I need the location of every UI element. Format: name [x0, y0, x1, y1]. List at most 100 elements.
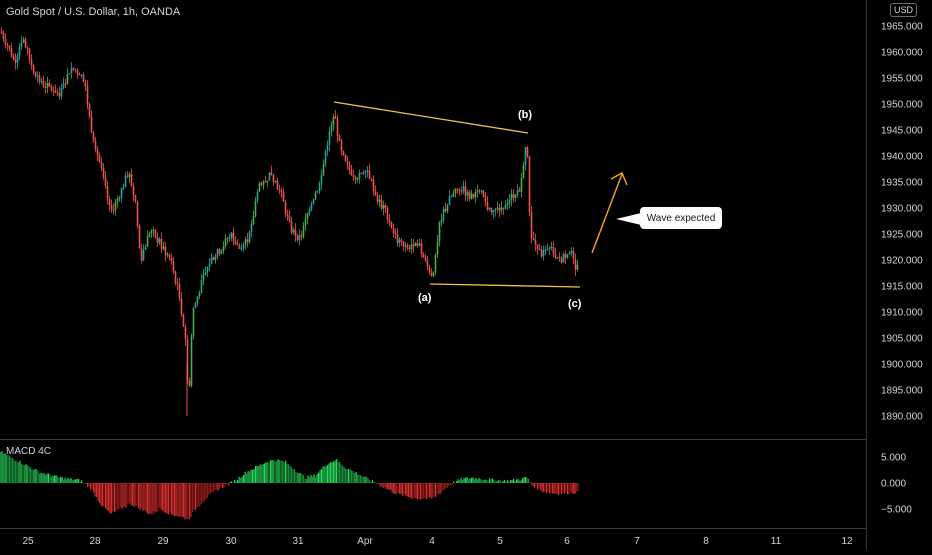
candle	[142, 244, 145, 262]
macd-bar	[502, 480, 504, 483]
wave-label-a[interactable]: (a)	[418, 292, 432, 304]
projection-arrow[interactable]	[591, 173, 623, 254]
candle	[508, 193, 511, 209]
candle	[478, 188, 481, 195]
macd-bar	[433, 483, 435, 497]
macd-bar	[568, 483, 570, 495]
macd-bar	[216, 483, 218, 490]
macd-bar	[39, 473, 41, 483]
wave-label-c[interactable]: (c)	[568, 298, 582, 310]
candle	[216, 248, 219, 260]
candle	[110, 199, 113, 213]
macd-bar	[285, 460, 287, 483]
time-tick-label: 8	[703, 536, 709, 547]
price-axis[interactable]: 1965.000 1960.000 1955.000 1950.000 1945.000…	[881, 22, 923, 423]
macd-bar	[529, 482, 531, 483]
candle	[528, 156, 531, 217]
macd-bar	[481, 479, 483, 483]
candle	[210, 252, 213, 265]
macd-bar	[357, 474, 359, 483]
macd-bar	[84, 483, 86, 484]
macd-bar	[532, 483, 534, 487]
candle	[378, 194, 381, 208]
macd-bar	[133, 483, 135, 507]
wave-label-b[interactable]: (b)	[518, 109, 533, 121]
candle	[266, 180, 269, 188]
currency-badge[interactable]: USD	[890, 3, 918, 17]
macd-bar	[256, 465, 258, 483]
candle	[438, 221, 441, 247]
candle	[300, 230, 303, 241]
candle	[486, 195, 489, 212]
candle	[198, 290, 201, 300]
macd-bar	[382, 483, 384, 488]
macd-bar	[522, 478, 524, 483]
macd-bar	[307, 475, 309, 483]
macd-bar	[535, 483, 537, 486]
candle	[80, 74, 83, 79]
macd-bar	[157, 483, 159, 512]
candle	[568, 251, 571, 255]
wave-expected-callout[interactable]: Wave expected	[640, 207, 722, 229]
macd-bar	[298, 472, 300, 483]
candle	[160, 232, 163, 253]
candle	[368, 163, 371, 180]
macd-bar	[303, 475, 305, 483]
candle	[516, 183, 519, 198]
macd-bar	[151, 483, 153, 514]
macd-bar	[331, 462, 333, 483]
candle	[130, 168, 133, 188]
candle	[424, 254, 427, 263]
candle	[280, 187, 283, 199]
candle	[394, 228, 397, 240]
macd-bar	[282, 460, 284, 483]
macd-bar	[241, 476, 243, 483]
macd-bar	[429, 483, 431, 498]
macd-bar	[469, 478, 471, 483]
candle	[410, 238, 413, 255]
lower-trendline[interactable]	[429, 283, 581, 288]
macd-bar	[316, 473, 318, 483]
macd-bar	[525, 476, 527, 483]
macd-bar	[46, 473, 48, 483]
upper-trendline[interactable]	[333, 101, 529, 134]
macd-bar	[454, 483, 456, 484]
macd-bar	[430, 483, 432, 499]
macd-bar	[66, 478, 68, 483]
candle	[360, 172, 363, 175]
macd-bar	[345, 468, 347, 483]
time-axis[interactable]: 25 28 29 30 31 Apr 4 5 6 7 8 11 12	[22, 536, 853, 547]
macd-bar	[364, 476, 366, 483]
macd-bar	[192, 483, 194, 513]
candle	[244, 236, 247, 250]
macd-bar	[220, 483, 222, 487]
candle	[34, 71, 37, 79]
macd-bar	[183, 483, 185, 518]
macd-bar	[25, 464, 27, 483]
candle	[396, 228, 399, 247]
macd-axis[interactable]: 5.000 0.000 −5.000	[881, 453, 912, 516]
candle	[456, 188, 459, 194]
macd-bar	[534, 483, 536, 489]
macd-bar	[112, 483, 114, 512]
macd-bar	[385, 483, 387, 489]
symbol-title[interactable]: Gold Spot / U.S. Dollar, 1h, OANDA	[6, 6, 181, 18]
macd-bar	[202, 483, 204, 503]
macd-bar	[286, 463, 288, 483]
candle	[416, 239, 419, 248]
macd-bar	[243, 475, 245, 483]
macd-bar	[288, 463, 290, 483]
macd-bar	[235, 481, 237, 483]
candle	[470, 189, 473, 200]
candle	[146, 230, 149, 247]
macd-bar	[162, 483, 164, 511]
candle	[304, 213, 307, 231]
macd-indicator-title[interactable]: MACD 4C	[6, 446, 52, 457]
candle	[108, 195, 111, 212]
macd-bar	[7, 455, 9, 483]
candle	[118, 195, 121, 202]
macd-bar	[124, 483, 126, 508]
macd-bar	[193, 483, 195, 510]
